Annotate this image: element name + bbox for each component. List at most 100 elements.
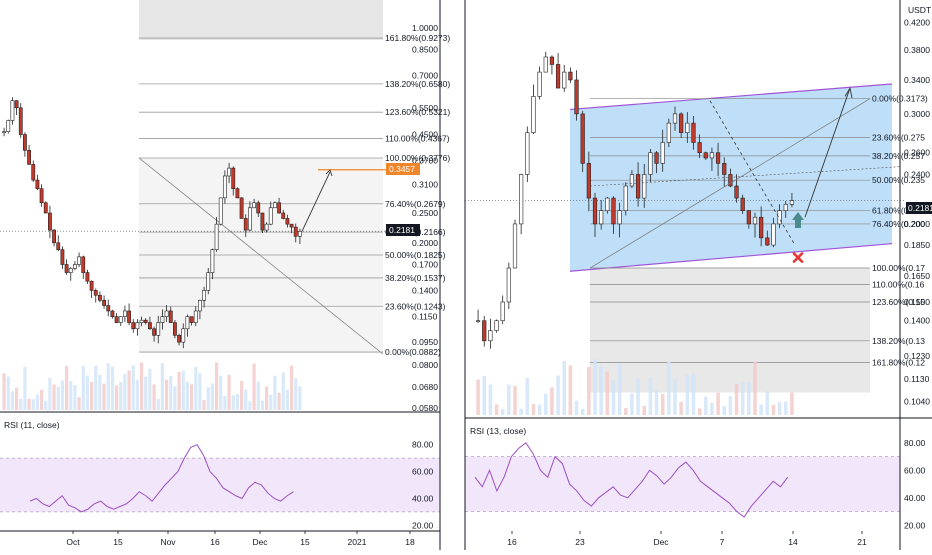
right-rsi-tick: 40.00 xyxy=(904,493,926,503)
left-candle xyxy=(48,212,52,231)
left-fib-label: 0.00%(0.0882) xyxy=(385,347,441,357)
right-volume-bar xyxy=(642,405,647,415)
right-price-tick: 0.1230 xyxy=(904,351,930,361)
right-candle xyxy=(475,320,481,323)
right-candle xyxy=(506,267,511,303)
left-price-tick: 0.1700 xyxy=(412,259,438,269)
left-candle xyxy=(289,223,294,228)
left-volume-bar xyxy=(289,365,294,410)
left-volume-bar xyxy=(106,363,110,410)
left-price-pane[interactable] xyxy=(2,97,333,410)
right-candle xyxy=(715,152,721,164)
left-candle xyxy=(177,335,181,343)
left-candle xyxy=(89,280,94,291)
right-volume-bar xyxy=(605,371,610,415)
right-volume-bar xyxy=(519,408,523,415)
left-fib-label: 138.20%(0.6580) xyxy=(385,79,450,89)
left-candle xyxy=(10,100,15,121)
right-volume-bar xyxy=(790,392,794,415)
right-candle xyxy=(562,71,567,89)
left-price-tick: 0.0580 xyxy=(412,403,438,413)
right-volume-bar xyxy=(710,402,714,415)
right-fib-lower-shade xyxy=(590,268,870,393)
left-date-label: Oct xyxy=(66,537,80,547)
left-volume-bar xyxy=(173,386,177,410)
right-projection-arrowhead xyxy=(844,86,853,99)
right-candle xyxy=(679,113,684,133)
left-candle xyxy=(156,322,161,336)
left-candle xyxy=(248,207,252,231)
left-candle xyxy=(143,319,148,323)
left-fib-label: 23.60%(0.1243) xyxy=(385,301,446,311)
left-volume-bar xyxy=(102,383,106,410)
left-rsi-line xyxy=(29,444,294,513)
left-volume-bar xyxy=(294,378,298,410)
right-volume-bar xyxy=(593,359,597,415)
right-price-tick: 0.1850 xyxy=(904,240,930,250)
right-volume-bar xyxy=(494,404,499,415)
right-volume-bar xyxy=(673,379,677,415)
left-projection-arrowhead xyxy=(325,169,333,177)
right-volume-bar xyxy=(667,361,671,415)
left-volume-bar xyxy=(10,391,15,410)
right-candle xyxy=(599,210,604,225)
right-volume-bar xyxy=(648,377,653,415)
right-rsi-pane[interactable] xyxy=(465,442,900,518)
right-fib-label: 23.60%(0.275 xyxy=(872,133,925,143)
left-candle xyxy=(2,131,6,133)
right-volume-bar xyxy=(765,391,770,415)
right-rsi-tick: 60.00 xyxy=(904,465,926,475)
right-volume-bar xyxy=(611,380,616,415)
left-volume-bar xyxy=(256,381,260,410)
left-volume-bar xyxy=(156,398,160,410)
left-price-tick: 0.7000 xyxy=(412,71,438,81)
left-volume-bar xyxy=(206,387,210,410)
right-candle xyxy=(709,152,715,159)
right-candle xyxy=(494,320,499,331)
left-candle xyxy=(189,316,194,323)
left-volume-bar xyxy=(135,380,140,410)
left-volume-bar xyxy=(131,365,135,410)
left-volume-bar xyxy=(264,386,269,410)
left-candle xyxy=(14,100,19,109)
right-price-tick: 0.2400 xyxy=(904,169,930,179)
left-volume-bar xyxy=(164,379,169,410)
right-candle xyxy=(648,152,653,175)
left-volume-bar xyxy=(98,374,102,410)
right-price-pane[interactable] xyxy=(475,51,901,415)
right-candle xyxy=(617,210,622,225)
left-rsi-tick: 60.00 xyxy=(412,467,434,477)
left-rsi-pane[interactable] xyxy=(0,444,440,513)
right-candle xyxy=(722,163,727,175)
left-price-tick: 0.5500 xyxy=(412,103,438,113)
right-rsi-line xyxy=(474,442,789,518)
left-candle xyxy=(139,319,144,323)
left-candle xyxy=(135,322,140,330)
left-volume-bar xyxy=(239,380,244,410)
background-layer: 161.80%(0.9273) 138.20%(0.6580) 123.60%(0.… xyxy=(0,0,928,393)
right-volume-bar xyxy=(525,378,530,415)
right-volume-bar xyxy=(753,361,757,415)
right-candle xyxy=(543,56,548,73)
left-volume-bar xyxy=(23,366,27,410)
left-candle xyxy=(123,310,127,317)
right-candle xyxy=(765,237,770,246)
right-candle xyxy=(746,210,751,225)
right-rsi-tick: 80.00 xyxy=(904,438,926,448)
left-candle xyxy=(202,290,206,301)
right-price-tick: 0.1500 xyxy=(904,297,930,307)
right-candle xyxy=(605,197,610,211)
right-volume-bar xyxy=(679,401,683,415)
right-fib-label: 76.40%(0.200 xyxy=(872,219,925,229)
right-volume-bar xyxy=(630,393,634,415)
right-channel-bottom xyxy=(569,243,893,272)
left-volume-bar xyxy=(248,401,252,410)
left-candle xyxy=(56,242,61,250)
left-volume-bar xyxy=(235,393,240,410)
right-date-label: 21 xyxy=(857,537,867,547)
left-candle xyxy=(218,197,223,225)
left-volume-bar xyxy=(298,386,302,410)
right-volume-bar xyxy=(500,408,505,415)
right-volume-bar xyxy=(685,374,690,415)
left-candle xyxy=(118,316,123,323)
